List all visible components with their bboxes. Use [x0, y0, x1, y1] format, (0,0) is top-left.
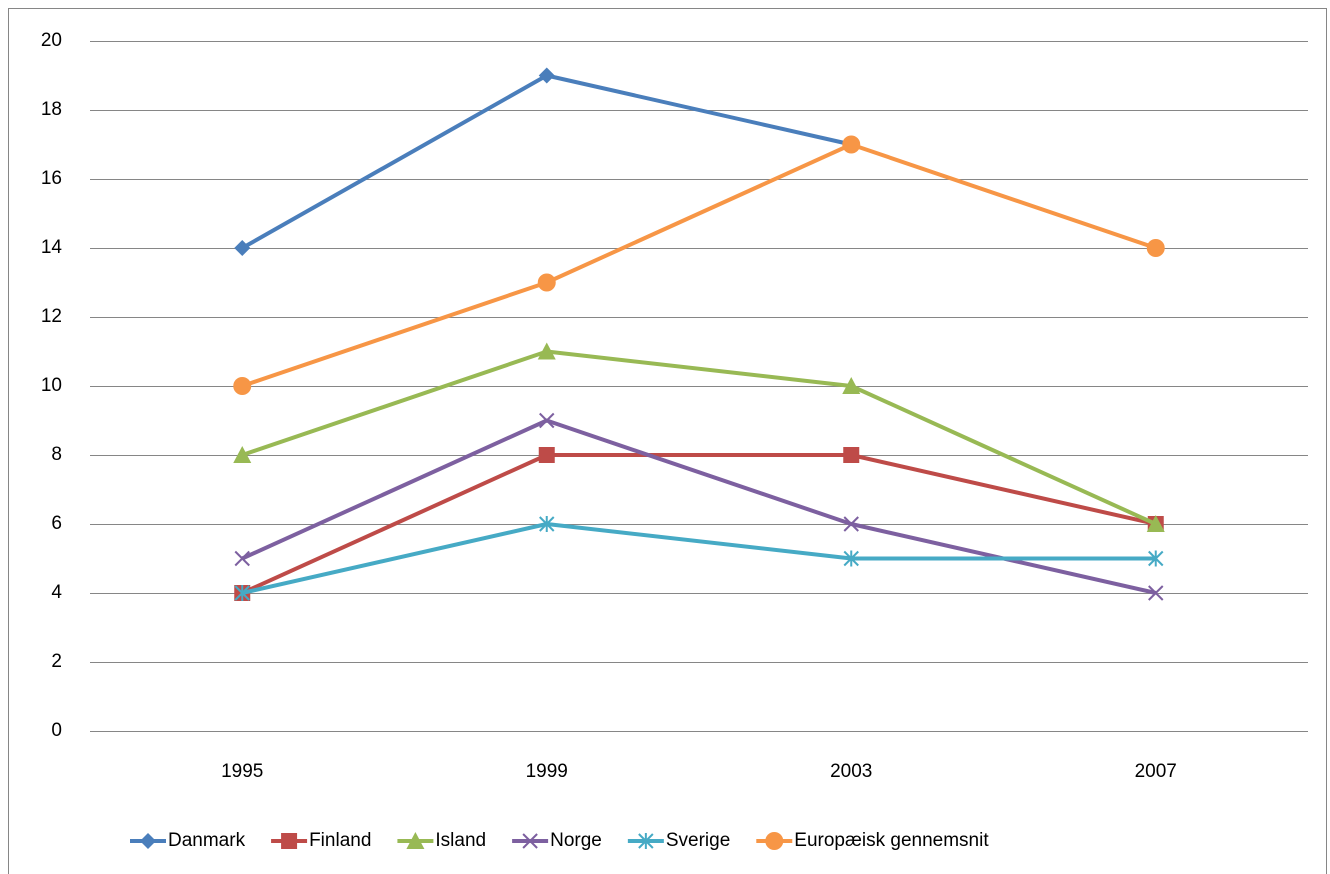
series: [234, 67, 860, 256]
y-tick-label: 12: [41, 306, 62, 327]
series-line: [241, 453, 1157, 595]
y-tick-label: 2: [51, 651, 62, 672]
legend-label: Island: [435, 830, 486, 851]
marker: [843, 516, 859, 532]
series-line: [241, 522, 1156, 595]
chart-border: [8, 8, 1327, 874]
x-tick-label: 1999: [526, 761, 568, 782]
legend-marker: [638, 833, 654, 849]
marker: [234, 585, 250, 601]
x-tick-label: 2003: [830, 761, 872, 782]
series-line: [241, 349, 1157, 526]
y-tick-label: 14: [41, 237, 63, 258]
series: [234, 516, 1164, 601]
x-tick-label: 2007: [1135, 761, 1177, 782]
legend-item: Europæisk gennemsnit: [756, 830, 989, 851]
legend-label: Europæisk gennemsnit: [794, 830, 989, 851]
marker: [537, 273, 556, 292]
series: [233, 135, 1165, 395]
y-tick-label: 18: [41, 99, 62, 120]
marker: [842, 377, 861, 394]
marker: [234, 240, 251, 256]
marker: [842, 135, 861, 154]
y-tick-label: 10: [41, 375, 62, 396]
legend-label: Danmark: [168, 830, 246, 851]
legend-marker: [281, 833, 298, 849]
marker: [1148, 585, 1164, 601]
legend-marker: [406, 832, 425, 849]
marker: [233, 446, 252, 463]
legend-label: Finland: [309, 830, 371, 851]
series-line: [241, 418, 1157, 595]
marker: [1146, 239, 1165, 257]
marker: [233, 377, 252, 395]
legend-item: Norge: [512, 830, 602, 851]
legend-item: Finland: [271, 830, 371, 851]
y-tick-label: 16: [41, 168, 62, 189]
legend-item: Danmark: [130, 830, 246, 851]
marker: [539, 412, 555, 429]
series: [233, 342, 1165, 532]
marker: [538, 447, 555, 463]
y-tick-label: 20: [41, 30, 62, 51]
y-tick-label: 8: [51, 444, 62, 465]
y-tick-label: 0: [51, 720, 62, 741]
marker: [843, 447, 860, 463]
marker: [234, 550, 250, 567]
y-tick-label: 6: [51, 513, 62, 534]
legend-marker: [140, 833, 156, 849]
marker: [1148, 550, 1164, 567]
legend-marker: [522, 833, 538, 849]
legend-marker: [765, 832, 784, 850]
legend-label: Norge: [550, 830, 602, 851]
series-line: [241, 142, 1157, 388]
marker: [843, 550, 859, 567]
marker: [539, 516, 555, 532]
series-line: [241, 73, 852, 250]
marker: [1146, 515, 1165, 532]
series: [234, 412, 1164, 601]
marker: [538, 67, 555, 84]
legend-item: Island: [397, 830, 486, 851]
legend-label: Sverige: [666, 830, 730, 851]
marker: [537, 342, 556, 360]
x-tick-label: 1995: [221, 761, 263, 782]
y-tick-label: 4: [51, 582, 62, 603]
legend-item: Sverige: [627, 830, 730, 851]
